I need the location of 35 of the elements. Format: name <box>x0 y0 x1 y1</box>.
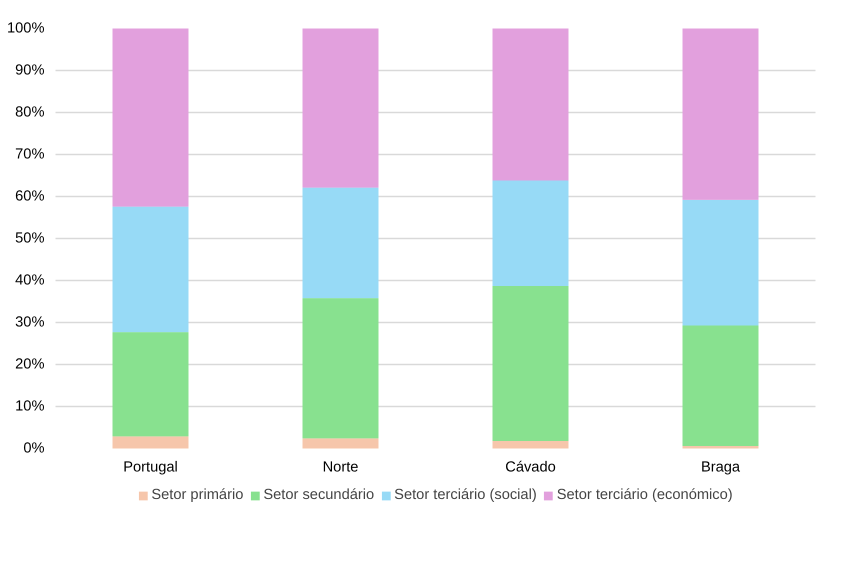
bar <box>112 332 188 436</box>
bar <box>112 206 188 332</box>
bar <box>682 446 758 448</box>
y-tick-label: 30% <box>15 314 45 330</box>
y-tick-label: 90% <box>15 62 45 78</box>
bar <box>302 188 378 298</box>
legend-label: Setor terciário (económico) <box>556 487 733 503</box>
y-tick-label: 10% <box>15 398 45 414</box>
bar <box>492 180 568 286</box>
legend-label: Setor primário <box>151 487 244 503</box>
y-tick-label: 50% <box>15 230 45 246</box>
y-tick-label: 70% <box>15 146 45 162</box>
bar <box>302 298 378 438</box>
bar <box>492 286 568 441</box>
y-tick-label: 40% <box>15 272 45 288</box>
x-tick-label: Portugal <box>123 460 178 476</box>
bar <box>302 438 378 448</box>
legend-label: Setor secundário <box>263 487 374 503</box>
x-tick-label: Braga <box>700 460 741 476</box>
bar <box>682 325 758 446</box>
x-tick-label: Cávado <box>505 460 556 476</box>
bar <box>112 436 188 448</box>
y-tick-label: 100% <box>7 20 45 36</box>
bar <box>492 28 568 181</box>
y-tick-label: 80% <box>15 104 45 120</box>
legend-label: Setor terciário (social) <box>394 487 537 503</box>
bar <box>302 28 378 188</box>
x-tick-label: Norte <box>322 460 358 476</box>
y-tick-label: 60% <box>15 188 45 204</box>
y-tick-label: 20% <box>15 356 45 372</box>
bar <box>112 28 188 207</box>
bar <box>682 28 758 200</box>
bar <box>492 440 568 448</box>
y-tick-label: 0% <box>23 440 45 456</box>
bar <box>682 200 758 326</box>
